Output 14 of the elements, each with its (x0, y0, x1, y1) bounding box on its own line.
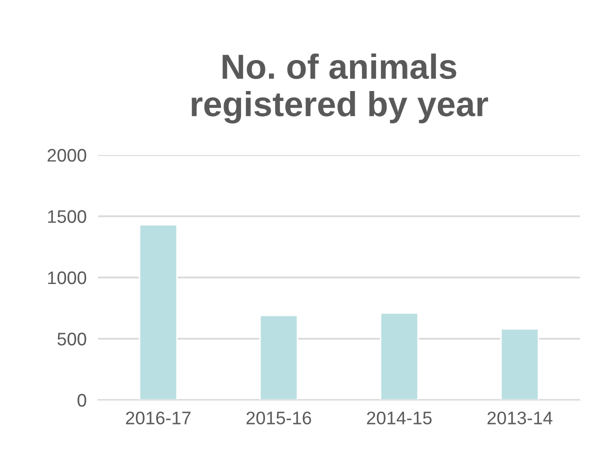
bar (259, 314, 298, 400)
x-tick-label: 2014-15 (367, 412, 432, 424)
x-tick-label: 2016-17 (126, 412, 190, 424)
y-tick-label: 1000 (48, 271, 86, 284)
y-tick-label: 2000 (48, 148, 86, 162)
x-tick-label: 2015-16 (246, 412, 312, 424)
bar (500, 328, 540, 400)
bar (138, 224, 178, 400)
y-tick-label: 0 (78, 394, 86, 407)
bar (380, 312, 419, 400)
y-tick-label: 500 (57, 332, 86, 346)
x-tick-label: 2013-14 (488, 412, 552, 424)
chart-title: No. of animals registered by year (192, 54, 488, 124)
y-tick-label: 1500 (48, 210, 86, 223)
